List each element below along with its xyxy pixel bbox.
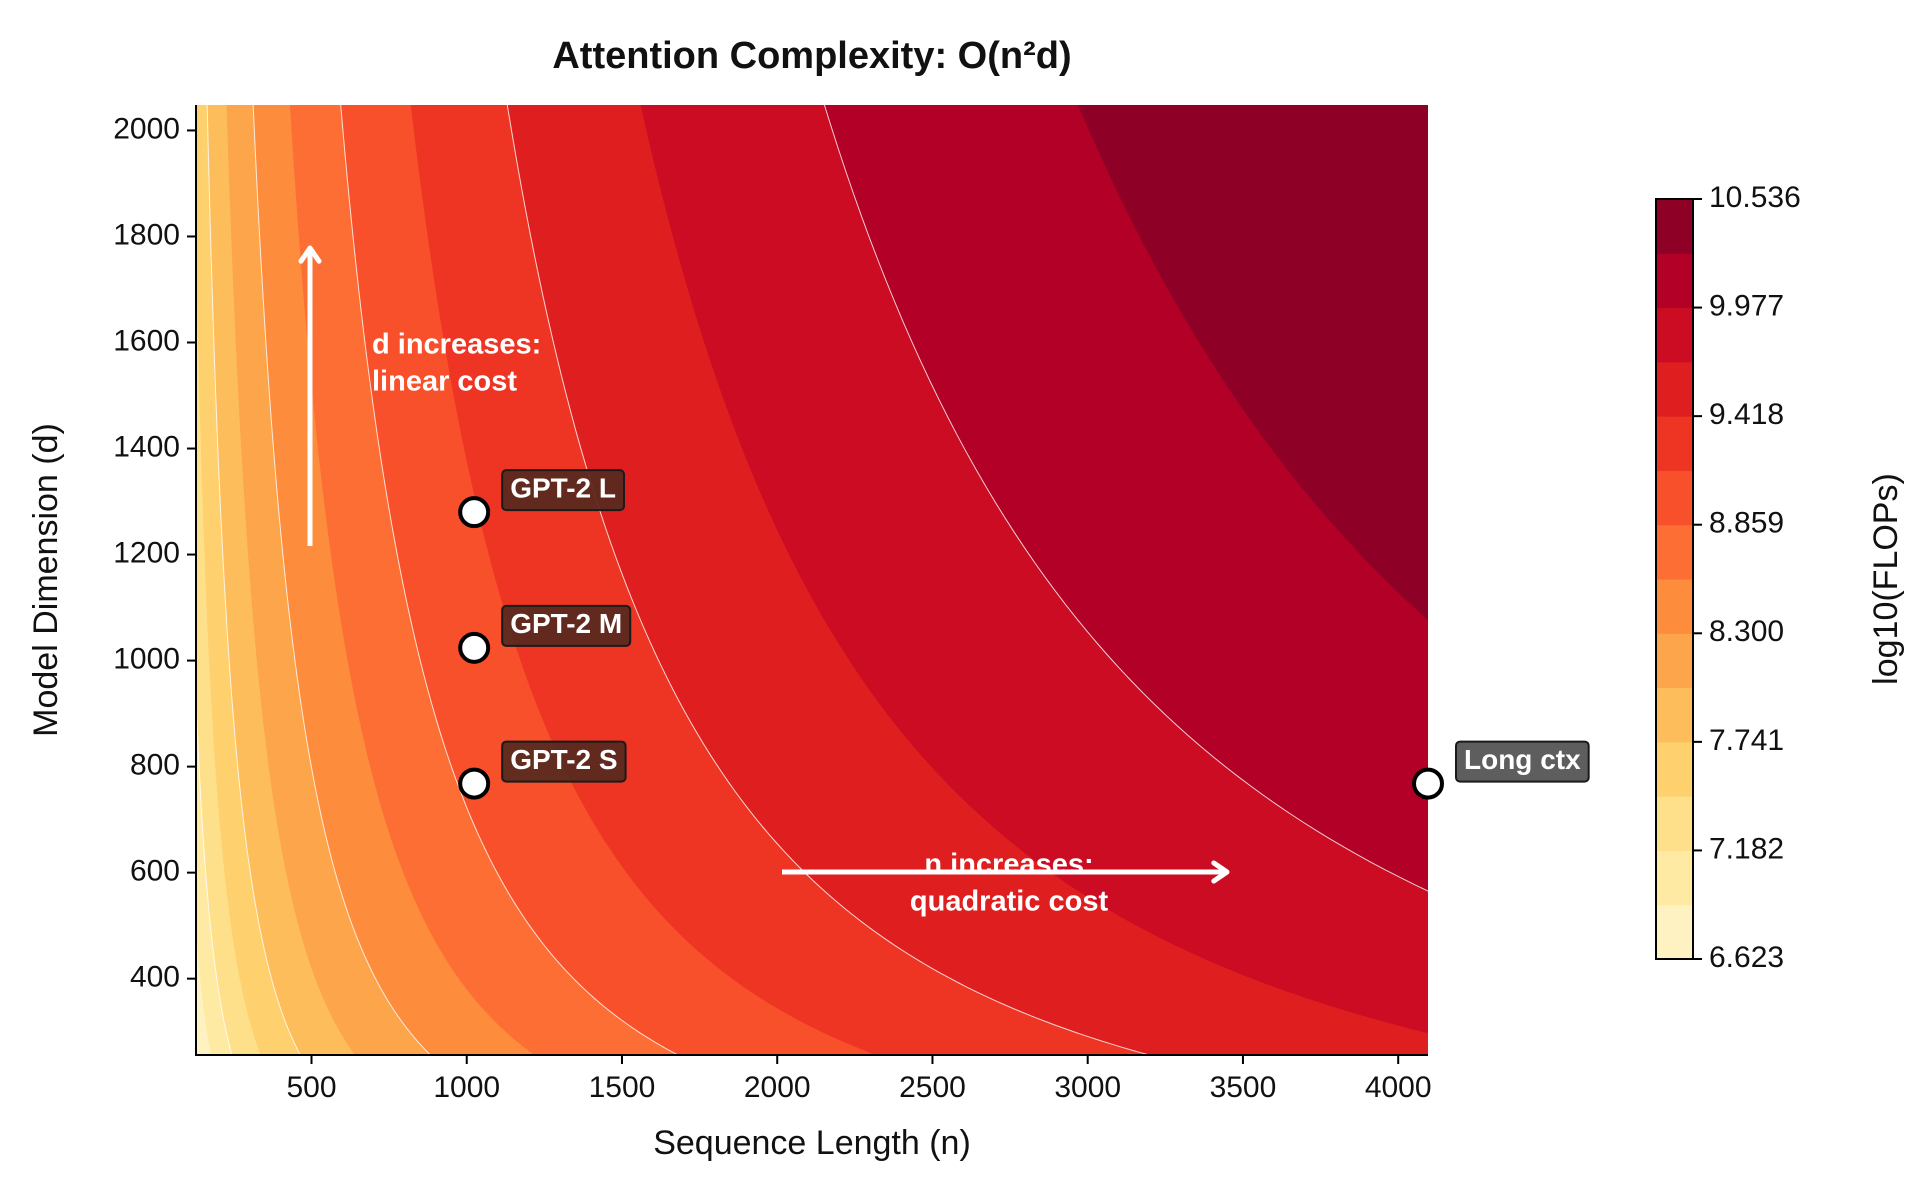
point-label-group: GPT-2 M [501,604,632,647]
point-label-box [501,740,627,783]
point-label-group: GPT-2 S [501,740,627,783]
point [1412,767,1444,800]
annotation: linear cost [372,366,517,398]
point-label-group: GPT-2 L [501,469,625,512]
colorbar-band [1656,687,1693,743]
arrow-head [298,245,322,264]
x-tick-label: 4000 [1365,1071,1432,1104]
point [458,767,491,800]
y-tick-label: 600 [130,855,180,888]
colorbar-tick-label: 9.977 [1709,289,1784,322]
y-tick-label: 2000 [113,112,180,145]
x-tick-label: 2500 [899,1071,966,1104]
annotation: quadratic cost [910,886,1109,918]
arrow-head [1211,860,1230,884]
y-tick-label: 400 [130,961,180,994]
colorbar-tick-label: 7.182 [1709,832,1784,865]
y-tick-label: 1800 [113,218,180,251]
point-label-box [501,469,625,512]
colorbar-band [1656,253,1693,309]
contour-line [252,105,432,1055]
colorbar-tick-label: 7.741 [1709,724,1784,757]
x-tick-label: 2000 [744,1071,811,1104]
y-axis-label: Model Dimension (d) [27,423,65,737]
colorbar-band [1656,361,1693,417]
y-tick-label: 800 [130,749,180,782]
point-label: GPT-2 S [510,744,617,775]
contour-line [506,105,1152,1055]
colorbar-band [1656,796,1693,851]
contour-line [823,105,1428,892]
x-tick-label: 3500 [1210,1071,1277,1104]
plot-area [196,105,1428,1055]
colorbar-band [1656,850,1693,906]
point-label: GPT-2 L [510,473,616,504]
colorbar-band [1656,524,1693,580]
chart-title: Attention Complexity: O(n²d) [552,35,1071,77]
colorbar-band [1656,633,1693,689]
x-axis-label: Sequence Length (n) [653,1124,971,1162]
point-label-group: Long ctx [1455,740,1590,783]
contour-line [340,105,680,1055]
y-tick-label: 1200 [113,536,180,569]
colorbar-frame [1655,198,1694,960]
y-tick-label: 1400 [113,430,180,463]
contour-line [196,698,233,1055]
colorbar-tick-label: 8.300 [1709,615,1784,648]
annotation: d increases: [372,329,541,361]
contour-band [1078,105,1428,621]
colorbar-tick-label: 6.623 [1709,941,1784,974]
colorbar-band [1656,904,1693,960]
point-label: Long ctx [1464,744,1581,775]
point-label-box [501,604,632,647]
point [458,631,491,664]
point-label: GPT-2 M [510,608,622,639]
contour-line [206,105,301,1055]
x-tick-label: 500 [286,1071,336,1104]
x-tick-label: 1500 [589,1071,656,1104]
point-label-box [1455,740,1590,783]
x-tick-label: 1000 [433,1071,500,1104]
colorbar-tick-label: 10.536 [1709,181,1801,214]
colorbar-tick-label: 9.418 [1709,398,1784,431]
x-tick-label: 3000 [1054,1071,1121,1104]
colorbar-tick-label: 8.859 [1709,507,1784,540]
colorbar-band [1656,741,1693,797]
colorbar-band [1656,199,1693,254]
colorbar-band [1656,307,1693,363]
colorbar-band [1656,579,1693,634]
y-tick-label: 1600 [113,324,180,357]
colorbar-band [1656,470,1693,526]
colorbar-label: log10(FLOPs) [1867,473,1905,685]
y-tick-label: 1000 [113,643,180,676]
annotation: n increases: [924,849,1093,881]
colorbar-band [1656,416,1693,471]
point [458,496,491,529]
